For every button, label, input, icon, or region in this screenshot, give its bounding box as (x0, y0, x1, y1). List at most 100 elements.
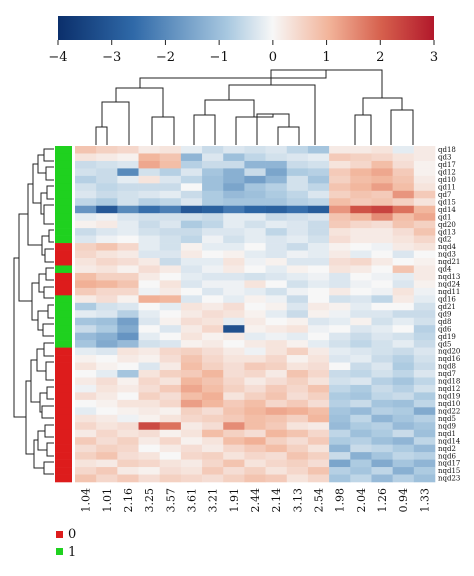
heatmap-cell (329, 146, 351, 154)
heatmap-cell (265, 459, 288, 468)
heatmap-cell (159, 250, 182, 259)
heatmap-cell (75, 190, 97, 199)
heatmap-cell (202, 332, 224, 341)
heatmap-cell (180, 310, 203, 319)
heatmap-cell (371, 370, 393, 378)
heatmap-cell (350, 168, 372, 177)
heatmap-cell (307, 205, 330, 214)
heatmap-cell (265, 198, 288, 207)
heatmap-cell (392, 452, 415, 460)
heatmap-cell (180, 347, 203, 356)
group-strip-cell (55, 153, 72, 162)
heatmap-cell (307, 280, 330, 289)
heatmap-cell (96, 362, 118, 371)
heatmap-cell (307, 332, 330, 341)
heatmap-cell (244, 474, 266, 483)
heatmap-cell (329, 302, 351, 311)
heatmap-cell (96, 287, 118, 296)
heatmap-cell (371, 340, 393, 348)
heatmap-cell (223, 459, 245, 468)
heatmap-cell (202, 340, 224, 348)
heatmap-cell (202, 235, 224, 244)
heatmap-cell (371, 362, 393, 371)
row-label: qd18 (438, 146, 456, 154)
row-label: qd2 (438, 236, 451, 244)
row-label: nqd24 (438, 281, 461, 289)
color-scale-tick-label: 0 (269, 50, 277, 65)
heatmap-cell (392, 205, 415, 214)
heatmap-cell (286, 280, 309, 289)
heatmap-cell (392, 362, 415, 371)
heatmap-cell (392, 399, 415, 408)
heatmap-cell (286, 175, 309, 184)
heatmap-cell (392, 414, 415, 423)
heatmap-cell (117, 250, 139, 259)
heatmap-cell (159, 295, 182, 304)
heatmap-cell (244, 228, 266, 236)
heatmap-cell (286, 310, 309, 319)
heatmap-cell (138, 467, 161, 475)
heatmap-cell (329, 213, 351, 221)
heatmap-cell (286, 295, 309, 304)
heatmap-cell (117, 355, 139, 363)
legend-label-1: 1 (68, 545, 76, 560)
heatmap-cell (413, 228, 436, 236)
heatmap-cell (371, 399, 393, 408)
heatmap-cell (159, 414, 182, 423)
heatmap-cell (350, 205, 372, 214)
heatmap-cell (392, 384, 415, 393)
heatmap-cell (413, 146, 436, 154)
group-strip-cell (55, 198, 72, 207)
heatmap-cell (350, 198, 372, 207)
heatmap-cell (202, 287, 224, 296)
heatmap-cell (265, 146, 288, 154)
heatmap-cell (392, 295, 415, 304)
heatmap-cell (392, 332, 415, 341)
group-strip-cell (55, 258, 72, 266)
heatmap-cell (244, 340, 266, 348)
heatmap-cell (244, 153, 266, 162)
column-label: 2.04 (355, 488, 368, 513)
heatmap-cell (180, 437, 203, 445)
heatmap-cell (223, 213, 245, 221)
heatmap-cell (117, 295, 139, 304)
heatmap-cell (117, 146, 139, 154)
heatmap-cell (244, 392, 266, 401)
heatmap-cell (117, 317, 139, 326)
heatmap-cell (286, 228, 309, 236)
heatmap-cell (223, 332, 245, 341)
heatmap-cell (223, 272, 245, 281)
group-strip-cell (55, 302, 72, 311)
heatmap-cell (223, 146, 245, 154)
heatmap-cell (202, 325, 224, 333)
heatmap-cell (223, 168, 245, 177)
heatmap-cell (329, 280, 351, 289)
heatmap-cell (286, 272, 309, 281)
heatmap-cell (350, 422, 372, 431)
heatmap-cell (371, 243, 393, 251)
heatmap-cell (392, 437, 415, 445)
color-scale-tick-label: 3 (430, 50, 438, 65)
legend-swatch-1 (56, 548, 63, 555)
heatmap-cell (286, 407, 309, 416)
heatmap-cell (329, 265, 351, 274)
heatmap-cell (413, 392, 436, 401)
heatmap-cell (117, 399, 139, 408)
heatmap-cell (138, 250, 161, 259)
heatmap-cell (244, 168, 266, 177)
heatmap-cell (329, 325, 351, 333)
heatmap-cell (413, 340, 436, 348)
heatmap-cell (75, 205, 97, 214)
heatmap-cell (329, 317, 351, 326)
group-strip-cell (55, 317, 72, 326)
heatmap-cell (223, 258, 245, 266)
group-strip-cell (55, 437, 72, 445)
heatmap-cell (265, 355, 288, 363)
heatmap-cell (180, 190, 203, 199)
heatmap-cell (159, 160, 182, 169)
heatmap-cell (159, 205, 182, 214)
heatmap-cell (244, 325, 266, 333)
heatmap-cell (371, 175, 393, 184)
heatmap-cell (138, 198, 161, 207)
row-label: nqd1 (438, 430, 456, 438)
